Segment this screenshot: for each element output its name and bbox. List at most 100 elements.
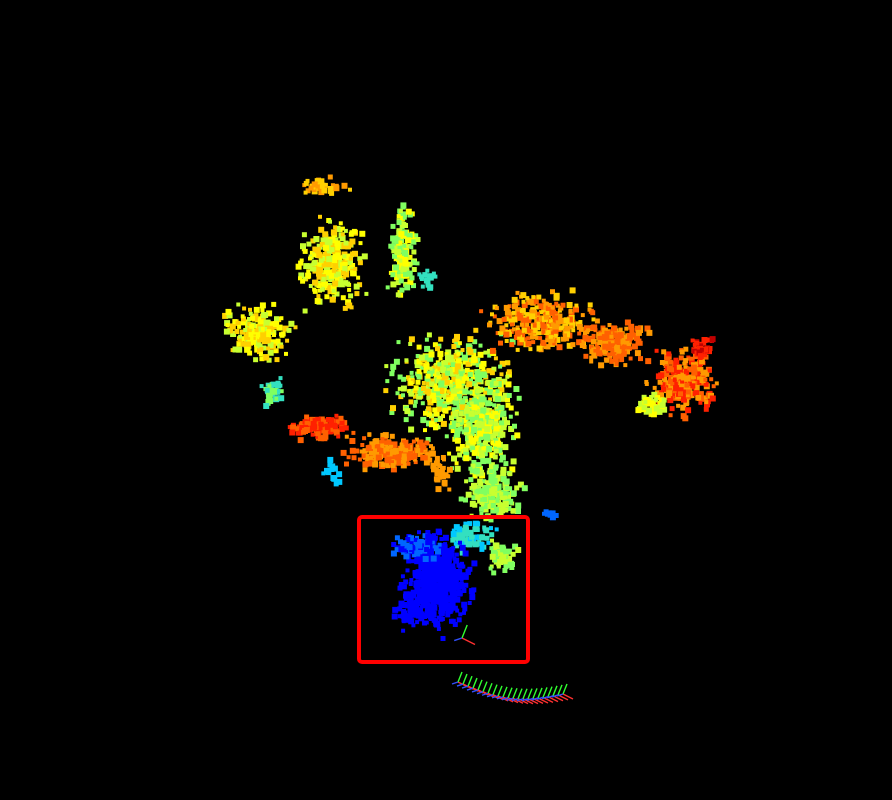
point — [523, 337, 528, 342]
point — [470, 357, 477, 364]
point — [495, 331, 500, 336]
point — [499, 372, 504, 377]
point — [430, 561, 437, 568]
point — [440, 420, 447, 427]
point — [327, 463, 332, 468]
point — [508, 328, 514, 334]
point — [471, 495, 477, 501]
point — [413, 460, 418, 465]
point — [474, 400, 480, 406]
point — [361, 253, 368, 260]
point — [384, 458, 391, 465]
point — [616, 353, 622, 359]
point — [428, 351, 435, 358]
point — [433, 595, 439, 602]
point — [442, 373, 449, 380]
point — [477, 377, 482, 383]
point — [408, 582, 413, 586]
point — [390, 235, 397, 242]
point — [628, 323, 635, 330]
point — [459, 363, 463, 368]
point — [548, 319, 553, 324]
point — [311, 181, 318, 188]
point — [402, 243, 407, 248]
point — [470, 463, 476, 469]
point — [453, 557, 460, 564]
point — [236, 302, 241, 307]
point — [505, 402, 511, 408]
point — [709, 395, 716, 402]
point — [666, 365, 673, 372]
point — [432, 407, 438, 413]
point — [394, 547, 400, 553]
point — [437, 562, 443, 568]
point — [394, 235, 400, 241]
point — [267, 394, 273, 400]
point — [381, 451, 388, 458]
point — [367, 432, 372, 437]
point — [443, 544, 448, 549]
point — [433, 582, 438, 587]
point — [506, 369, 512, 375]
point — [323, 261, 329, 267]
point — [598, 332, 605, 339]
point — [714, 381, 719, 386]
point — [259, 384, 264, 389]
point — [271, 301, 277, 307]
point — [539, 310, 543, 315]
point — [342, 254, 347, 259]
point — [441, 568, 446, 572]
point — [322, 182, 328, 188]
point — [479, 442, 486, 449]
point — [591, 352, 598, 359]
point — [489, 526, 493, 531]
point — [314, 250, 320, 256]
point — [419, 588, 425, 594]
point — [451, 546, 456, 551]
point — [411, 260, 417, 266]
point — [423, 567, 429, 573]
point — [475, 387, 482, 394]
point — [548, 336, 555, 343]
point-cloud-points — [222, 174, 719, 641]
point — [348, 293, 354, 299]
point — [472, 526, 477, 531]
point — [343, 271, 350, 278]
point — [425, 280, 431, 286]
point — [515, 325, 520, 330]
point — [677, 387, 684, 393]
point — [402, 215, 407, 220]
point — [422, 620, 427, 626]
point — [505, 494, 511, 501]
point — [398, 394, 404, 400]
point — [580, 313, 585, 318]
point — [612, 352, 618, 358]
point — [489, 370, 495, 376]
point — [614, 347, 620, 353]
point — [550, 309, 556, 316]
point — [601, 327, 608, 334]
point — [454, 431, 461, 438]
point — [410, 378, 415, 383]
point — [298, 276, 302, 281]
point — [583, 353, 589, 359]
point — [607, 323, 612, 327]
point — [329, 296, 336, 303]
point — [259, 337, 265, 343]
point — [384, 364, 389, 369]
point — [257, 319, 264, 326]
point — [409, 539, 415, 545]
point — [403, 595, 409, 601]
point — [340, 449, 347, 456]
point — [327, 186, 332, 190]
point — [463, 429, 470, 436]
point — [247, 350, 253, 356]
point — [343, 228, 348, 233]
point — [414, 362, 421, 369]
point — [493, 380, 499, 386]
point — [235, 320, 241, 326]
point — [351, 228, 357, 234]
point — [339, 278, 344, 283]
